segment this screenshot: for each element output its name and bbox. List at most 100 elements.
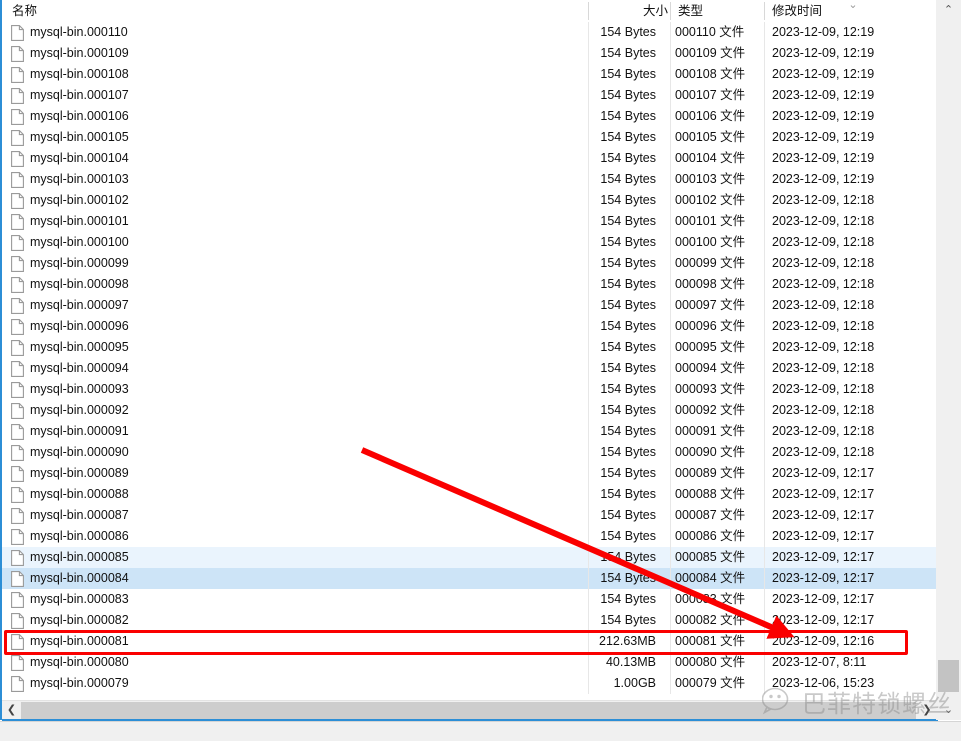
vertical-scrollbar[interactable]: ⌃ ⌄ (936, 0, 961, 720)
file-name-cell: mysql-bin.000084 (30, 571, 129, 585)
file-name-cell: mysql-bin.000083 (30, 592, 129, 606)
table-row[interactable]: mysql-bin.000094 154 Bytes 000094 文件 2023-1… (2, 358, 938, 379)
column-header-type[interactable]: 类型 (678, 4, 704, 18)
file-icon (11, 298, 24, 314)
file-modified-cell: 2023-12-09, 12:18 (772, 340, 875, 354)
table-row[interactable]: mysql-bin.000099 154 Bytes 000099 文件 2023-1… (2, 253, 938, 274)
table-row[interactable]: mysql-bin.000102 154 Bytes 000102 文件 2023-1… (2, 190, 938, 211)
table-row[interactable]: mysql-bin.000079 1.00GB 000079 文件 2023-12-0… (2, 673, 938, 694)
table-row[interactable]: mysql-bin.000098 154 Bytes 000098 文件 2023-1… (2, 274, 938, 295)
row-column-separator-3 (764, 379, 765, 400)
file-modified-cell: 2023-12-09, 12:18 (772, 298, 875, 312)
row-column-separator-1 (588, 316, 589, 337)
file-name-cell: mysql-bin.000095 (30, 340, 129, 354)
file-modified-cell: 2023-12-09, 12:18 (772, 445, 875, 459)
file-type-cell: 000082 文件 (675, 613, 746, 627)
file-modified-cell: 2023-12-06, 15:23 (772, 676, 875, 690)
row-column-separator-2 (670, 211, 671, 232)
column-header-modified[interactable]: 修改时间 (772, 4, 823, 18)
horizontal-scrollbar[interactable]: ❮ ❯ (2, 700, 938, 719)
table-row[interactable]: mysql-bin.000107 154 Bytes 000107 文件 2023-1… (2, 85, 938, 106)
table-row[interactable]: mysql-bin.000085 154 Bytes 000085 文件 2023-1… (2, 547, 938, 568)
file-type-cell: 000104 文件 (675, 151, 746, 165)
row-column-separator-3 (764, 148, 765, 169)
file-type-cell: 000080 文件 (675, 655, 746, 669)
table-row[interactable]: mysql-bin.000095 154 Bytes 000095 文件 2023-1… (2, 337, 938, 358)
file-type-cell: 000089 文件 (675, 466, 746, 480)
file-icon (11, 109, 24, 125)
table-row[interactable]: mysql-bin.000084 154 Bytes 000084 文件 2023-1… (2, 568, 938, 589)
file-type-cell: 000088 文件 (675, 487, 746, 501)
file-name-cell: mysql-bin.000079 (30, 676, 129, 690)
row-column-separator-2 (670, 169, 671, 190)
file-name-cell: mysql-bin.000087 (30, 508, 129, 522)
file-type-cell: 000098 文件 (675, 277, 746, 291)
file-icon (11, 571, 24, 587)
table-row[interactable]: mysql-bin.000089 154 Bytes 000089 文件 2023-1… (2, 463, 938, 484)
file-modified-cell: 2023-12-09, 12:17 (772, 529, 875, 543)
table-row[interactable]: mysql-bin.000103 154 Bytes 000103 文件 2023-1… (2, 169, 938, 190)
vertical-scrollbar-thumb[interactable] (938, 660, 959, 692)
table-row[interactable]: mysql-bin.000092 154 Bytes 000092 文件 2023-1… (2, 400, 938, 421)
file-modified-cell: 2023-12-09, 12:19 (772, 172, 875, 186)
column-header-row: 名称 大小 类型 修改时间 ⌄ (2, 0, 938, 22)
file-modified-cell: 2023-12-09, 12:18 (772, 214, 875, 228)
file-size-cell: 154 Bytes (600, 130, 656, 144)
header-separator-2[interactable] (670, 2, 671, 20)
file-icon (11, 235, 24, 251)
file-type-cell: 000085 文件 (675, 550, 746, 564)
table-row[interactable]: mysql-bin.000097 154 Bytes 000097 文件 2023-1… (2, 295, 938, 316)
file-modified-cell: 2023-12-09, 12:19 (772, 67, 875, 81)
file-icon (11, 67, 24, 83)
row-column-separator-1 (588, 64, 589, 85)
file-icon (11, 676, 24, 692)
scroll-left-arrow-icon[interactable]: ❮ (6, 704, 17, 716)
table-row[interactable]: mysql-bin.000086 154 Bytes 000086 文件 2023-1… (2, 526, 938, 547)
table-row[interactable]: mysql-bin.000080 40.13MB 000080 文件 2023-12-… (2, 652, 938, 673)
row-column-separator-3 (764, 652, 765, 673)
row-column-separator-2 (670, 316, 671, 337)
table-row[interactable]: mysql-bin.000106 154 Bytes 000106 文件 2023-1… (2, 106, 938, 127)
table-row[interactable]: mysql-bin.000082 154 Bytes 000082 文件 2023-1… (2, 610, 938, 631)
column-header-size[interactable]: 大小 (642, 4, 668, 18)
table-row[interactable]: mysql-bin.000083 154 Bytes 000083 文件 2023-1… (2, 589, 938, 610)
table-row[interactable]: mysql-bin.000109 154 Bytes 000109 文件 2023-1… (2, 43, 938, 64)
scroll-down-arrow-icon[interactable]: ⌄ (943, 704, 954, 716)
row-column-separator-1 (588, 421, 589, 442)
row-column-separator-1 (588, 400, 589, 421)
file-name-cell: mysql-bin.000081 (30, 634, 129, 648)
table-row[interactable]: mysql-bin.000101 154 Bytes 000101 文件 2023-1… (2, 211, 938, 232)
column-header-name[interactable]: 名称 (12, 4, 38, 18)
table-row[interactable]: mysql-bin.000105 154 Bytes 000105 文件 2023-1… (2, 127, 938, 148)
table-row[interactable]: mysql-bin.000110 154 Bytes 000110 文件 2023-1… (2, 22, 938, 43)
table-row[interactable]: mysql-bin.000081 212.63MB 000081 文件 2023-12… (2, 631, 938, 652)
table-row[interactable]: mysql-bin.000096 154 Bytes 000096 文件 2023-1… (2, 316, 938, 337)
row-column-separator-2 (670, 400, 671, 421)
row-column-separator-3 (764, 484, 765, 505)
header-separator-3[interactable] (764, 2, 765, 20)
file-type-cell: 000097 文件 (675, 298, 746, 312)
table-row[interactable]: mysql-bin.000100 154 Bytes 000100 文件 2023-1… (2, 232, 938, 253)
file-icon (11, 592, 24, 608)
horizontal-scrollbar-thumb[interactable] (21, 702, 916, 719)
file-name-cell: mysql-bin.000086 (30, 529, 129, 543)
row-column-separator-1 (588, 673, 589, 694)
row-column-separator-3 (764, 64, 765, 85)
table-row[interactable]: mysql-bin.000093 154 Bytes 000093 文件 2023-1… (2, 379, 938, 400)
file-size-cell: 212.63MB (599, 634, 656, 648)
table-row[interactable]: mysql-bin.000104 154 Bytes 000104 文件 2023-1… (2, 148, 938, 169)
row-column-separator-2 (670, 43, 671, 64)
file-icon (11, 277, 24, 293)
file-type-cell: 000107 文件 (675, 88, 746, 102)
row-column-separator-3 (764, 421, 765, 442)
table-row[interactable]: mysql-bin.000088 154 Bytes 000088 文件 2023-1… (2, 484, 938, 505)
table-row[interactable]: mysql-bin.000091 154 Bytes 000091 文件 2023-1… (2, 421, 938, 442)
file-icon (11, 487, 24, 503)
scroll-right-arrow-icon[interactable]: ❯ (922, 704, 932, 716)
header-separator-1[interactable] (588, 2, 589, 20)
table-row[interactable]: mysql-bin.000108 154 Bytes 000108 文件 2023-1… (2, 64, 938, 85)
table-row[interactable]: mysql-bin.000087 154 Bytes 000087 文件 2023-1… (2, 505, 938, 526)
file-type-cell: 000108 文件 (675, 67, 746, 81)
scroll-up-arrow-icon[interactable]: ⌃ (943, 4, 954, 16)
table-row[interactable]: mysql-bin.000090 154 Bytes 000090 文件 2023-1… (2, 442, 938, 463)
